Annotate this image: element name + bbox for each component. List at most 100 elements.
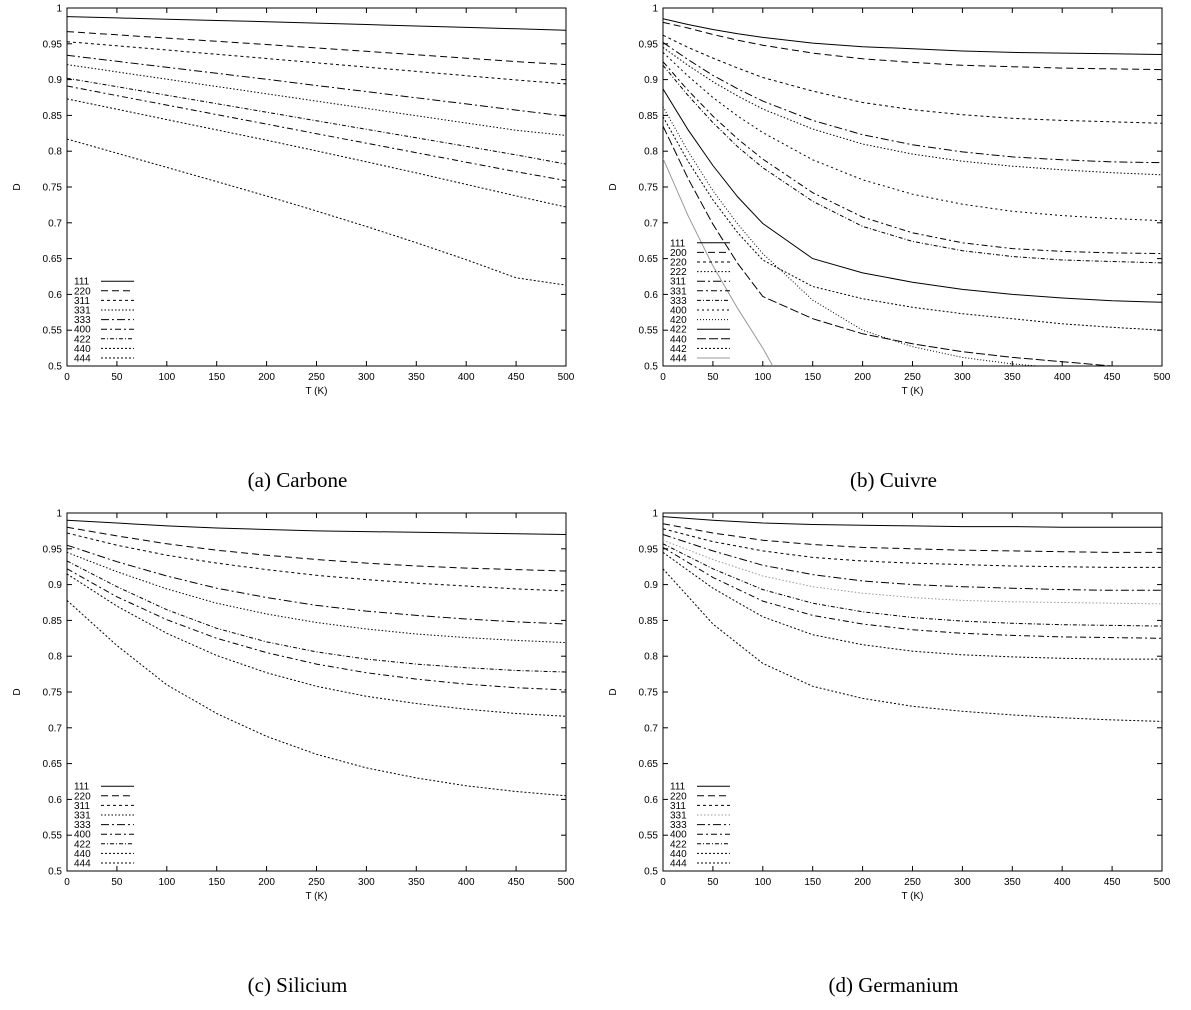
series-line-220 bbox=[67, 31, 566, 66]
y-tick-label: 0.5 bbox=[644, 362, 658, 373]
y-tick-label: 0.7 bbox=[644, 723, 658, 734]
legend-label: 400 bbox=[670, 306, 687, 317]
y-tick-label: 0.9 bbox=[644, 75, 658, 86]
x-tick-label: 450 bbox=[1104, 372, 1121, 383]
y-tick-label: 1 bbox=[652, 509, 658, 520]
series-line-331 bbox=[67, 64, 566, 136]
y-tick-label: 0.85 bbox=[639, 111, 659, 122]
series-line-400 bbox=[67, 568, 566, 691]
series-line-222 bbox=[663, 46, 1162, 176]
x-tick-label: 350 bbox=[1004, 877, 1021, 888]
y-tick-label: 0.8 bbox=[644, 147, 658, 158]
x-tick-label: 50 bbox=[707, 372, 719, 383]
legend-label: 111 bbox=[670, 238, 686, 249]
legend-label: 311 bbox=[74, 801, 90, 812]
x-tick-label: 150 bbox=[804, 877, 821, 888]
y-tick-label: 0.65 bbox=[639, 759, 659, 770]
y-tick-label: 0.75 bbox=[639, 688, 659, 699]
chart-caption-c: (c) Silicium bbox=[247, 973, 348, 997]
chart-caption-d: (d) Germanium bbox=[828, 973, 959, 997]
legend-label: 422 bbox=[74, 334, 91, 345]
series-line-400 bbox=[663, 546, 1162, 639]
series-line-311 bbox=[67, 532, 566, 592]
plot-frame bbox=[66, 512, 567, 872]
chart-panel-b: 0 50 100 150 200 250 300 350 400 450 500 0.5 0.55 0.6… bbox=[596, 0, 1191, 505]
series-group bbox=[67, 16, 566, 286]
y-tick-label: 0.95 bbox=[43, 544, 63, 555]
x-tick-label: 0 bbox=[660, 372, 666, 383]
series-line-444 bbox=[67, 138, 566, 286]
legend-label: 333 bbox=[670, 820, 687, 831]
series-line-422 bbox=[663, 88, 1162, 303]
plot-frame bbox=[662, 7, 1163, 367]
legend-label: 220 bbox=[670, 258, 687, 269]
y-tick-label: 0.55 bbox=[43, 326, 63, 337]
x-axis-label: T (K) bbox=[305, 891, 327, 902]
x-tick-label: 250 bbox=[904, 372, 921, 383]
x-tick-label: 250 bbox=[904, 877, 921, 888]
series-line-444 bbox=[663, 158, 774, 366]
x-tick-label: 350 bbox=[408, 372, 425, 383]
y-tick-label: 0.7 bbox=[48, 218, 62, 229]
x-tick-label: 100 bbox=[158, 372, 175, 383]
series-line-422 bbox=[67, 77, 566, 165]
y-axis-label: D bbox=[608, 183, 619, 190]
x-tick-label: 450 bbox=[508, 372, 525, 383]
y-tick-label: 0.7 bbox=[644, 218, 658, 229]
series-line-111 bbox=[67, 519, 566, 535]
x-tick-label: 300 bbox=[358, 372, 375, 383]
line-chart-c: 0 50 100 150 200 250 300 350 400 450 500 0.5 0.55 0.6… bbox=[12, 509, 575, 903]
legend-label: 422 bbox=[74, 839, 91, 850]
series-line-440 bbox=[67, 98, 566, 208]
series-line-111 bbox=[663, 516, 1162, 528]
legend-label: 111 bbox=[74, 782, 90, 793]
series-line-333 bbox=[67, 54, 566, 117]
series-line-400 bbox=[67, 85, 566, 182]
legend-label: 331 bbox=[670, 811, 687, 822]
y-axis-label: D bbox=[12, 688, 23, 695]
y-tick-label: 0.6 bbox=[48, 290, 62, 301]
y-tick-label: 0.65 bbox=[43, 759, 63, 770]
series-line-331 bbox=[663, 61, 1162, 255]
x-tick-label: 450 bbox=[508, 877, 525, 888]
series-line-220 bbox=[663, 34, 1162, 124]
legend-label: 311 bbox=[670, 801, 686, 812]
x-tick-label: 450 bbox=[1104, 877, 1121, 888]
series-line-111 bbox=[663, 18, 1162, 55]
x-tick-label: 100 bbox=[754, 372, 771, 383]
legend-label: 444 bbox=[670, 859, 687, 870]
y-tick-label: 0.85 bbox=[43, 111, 63, 122]
y-tick-label: 1 bbox=[652, 4, 658, 15]
y-tick-label: 0.9 bbox=[644, 580, 658, 591]
y-tick-label: 0.55 bbox=[639, 326, 659, 337]
legend-label: 222 bbox=[670, 267, 687, 278]
x-tick-label: 400 bbox=[458, 372, 475, 383]
series-line-422 bbox=[663, 543, 1162, 627]
x-tick-label: 350 bbox=[1004, 372, 1021, 383]
y-tick-label: 0.75 bbox=[43, 688, 63, 699]
x-axis-label: T (K) bbox=[305, 386, 327, 397]
x-tick-label: 300 bbox=[954, 877, 971, 888]
series-line-111 bbox=[67, 16, 566, 31]
legend-label: 400 bbox=[74, 325, 91, 336]
chart-panel-c: 0 50 100 150 200 250 300 350 400 450 500 0.5 0.55 0.6… bbox=[0, 505, 595, 1010]
series-line-440 bbox=[663, 551, 1162, 660]
legend-label: 442 bbox=[670, 344, 687, 355]
series-group bbox=[663, 18, 1162, 366]
y-tick-label: 1 bbox=[56, 509, 62, 520]
series-group bbox=[663, 516, 1162, 722]
legend-label: 440 bbox=[74, 849, 91, 860]
y-tick-label: 0.55 bbox=[43, 831, 63, 842]
legend-label: 440 bbox=[74, 344, 91, 355]
line-chart-a: 0 50 100 150 200 250 300 350 400 450 500 0.5 0.55 0.6… bbox=[12, 4, 575, 398]
series-line-331 bbox=[67, 551, 566, 644]
x-tick-label: 500 bbox=[1154, 877, 1171, 888]
x-tick-label: 400 bbox=[1054, 877, 1071, 888]
legend-label: 331 bbox=[670, 286, 687, 297]
series-line-200 bbox=[663, 21, 1162, 71]
y-tick-label: 0.75 bbox=[43, 183, 63, 194]
x-tick-label: 400 bbox=[458, 877, 475, 888]
series-line-220 bbox=[67, 526, 566, 572]
y-tick-label: 0.5 bbox=[48, 362, 62, 373]
y-tick-label: 0.95 bbox=[639, 39, 659, 50]
